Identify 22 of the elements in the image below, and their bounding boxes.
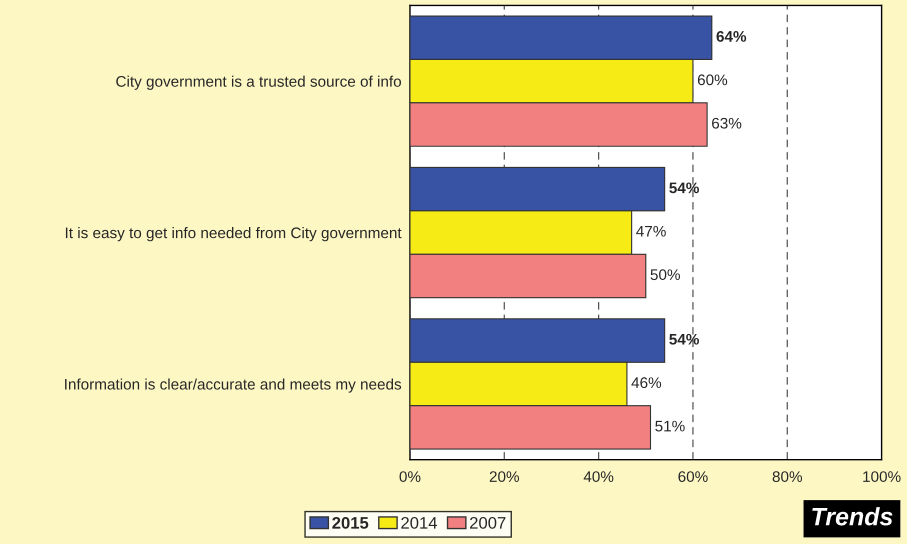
text: Trends bbox=[812, 507, 893, 526]
x-tick-label: 60% bbox=[678, 471, 708, 482]
x-tick-label: 40% bbox=[584, 471, 614, 482]
data-label: 64% bbox=[716, 31, 746, 42]
y-tick-label: City government is a trusted source of info bbox=[116, 76, 402, 90]
data-label: 54% bbox=[669, 182, 699, 194]
data-label: 46% bbox=[631, 377, 662, 388]
y-tick-label: Information is clear/accurate and meets my needs bbox=[65, 378, 402, 393]
legend-label: 2007 bbox=[470, 516, 506, 529]
x-tick-label: 100% bbox=[863, 471, 901, 482]
data-label: 47% bbox=[636, 226, 666, 237]
data-label: 63% bbox=[712, 118, 742, 129]
x-tick-label: 0% bbox=[400, 471, 420, 482]
data-label: 54% bbox=[669, 334, 699, 345]
data-label: 51% bbox=[655, 420, 685, 432]
legend-label: 2015 bbox=[332, 516, 368, 529]
data-label: 60% bbox=[698, 74, 728, 86]
x-tick-label: 80% bbox=[772, 471, 802, 482]
x-tick-label: 20% bbox=[490, 471, 520, 482]
data-label: 50% bbox=[650, 269, 680, 280]
y-tick-label: It is easy to get info needed from City government bbox=[66, 227, 402, 242]
legend-label: 2014 bbox=[401, 516, 438, 529]
